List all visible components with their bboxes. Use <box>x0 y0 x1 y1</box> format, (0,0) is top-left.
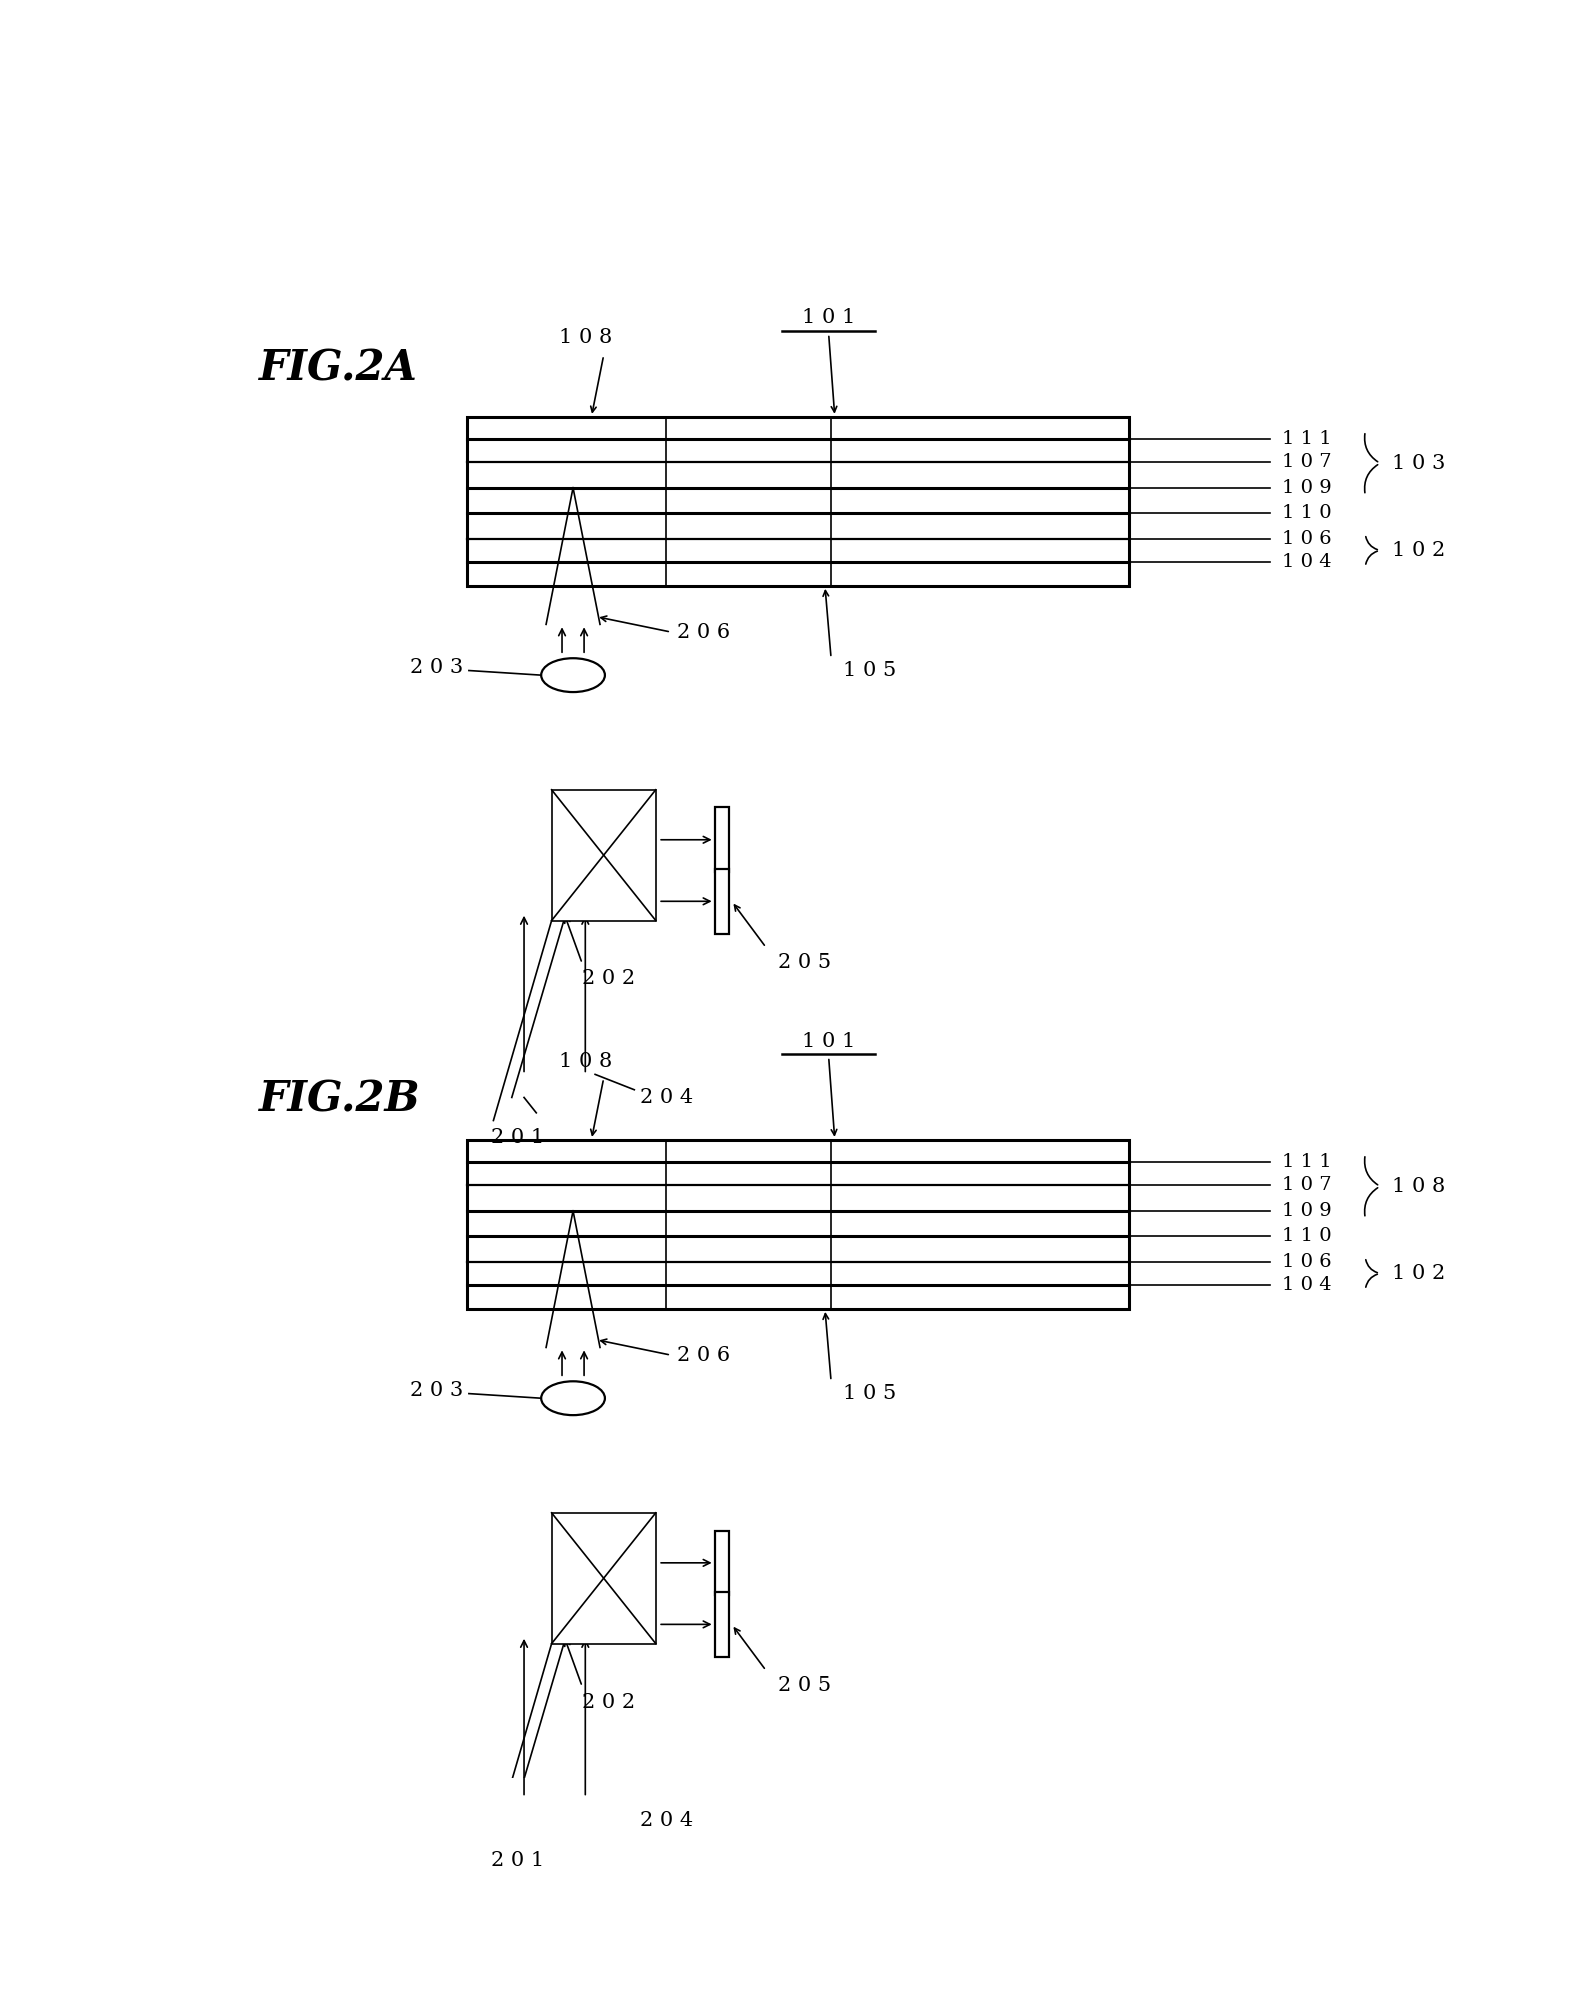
Bar <box>715 1530 729 1594</box>
Text: FIG.2A: FIG.2A <box>259 348 417 390</box>
Text: 1 1 0: 1 1 0 <box>1282 503 1331 521</box>
Text: 1 0 7: 1 0 7 <box>1282 1177 1331 1195</box>
Text: 1 0 8: 1 0 8 <box>1393 1177 1445 1195</box>
Bar <box>715 869 729 933</box>
Text: 1 1 0: 1 1 0 <box>1282 1227 1331 1245</box>
Text: 2 0 4: 2 0 4 <box>640 1089 694 1107</box>
Bar <box>468 418 1129 585</box>
Bar <box>552 1512 656 1644</box>
Text: 1 0 9: 1 0 9 <box>1282 480 1331 498</box>
Text: 2 0 2: 2 0 2 <box>582 1692 636 1712</box>
Text: 1 0 6: 1 0 6 <box>1282 1253 1331 1271</box>
Bar <box>715 1592 729 1656</box>
Text: 1 1 1: 1 1 1 <box>1282 430 1331 448</box>
Text: 2 0 3: 2 0 3 <box>409 657 463 677</box>
Text: 1 0 2: 1 0 2 <box>1393 1265 1445 1283</box>
Text: 1 0 8: 1 0 8 <box>558 1051 612 1071</box>
Text: 2 0 4: 2 0 4 <box>640 1810 694 1830</box>
Text: 1 0 1: 1 0 1 <box>802 1031 855 1051</box>
Ellipse shape <box>541 1381 606 1415</box>
Text: 2 0 5: 2 0 5 <box>778 953 832 973</box>
Text: 2 0 5: 2 0 5 <box>778 1676 832 1696</box>
Text: 1 0 4: 1 0 4 <box>1282 553 1331 571</box>
Bar <box>552 789 656 921</box>
Text: 2 0 1: 2 0 1 <box>492 1129 544 1147</box>
Ellipse shape <box>541 657 606 691</box>
Bar <box>468 1139 1129 1309</box>
Text: 2 0 6: 2 0 6 <box>677 1345 730 1365</box>
Text: 1 0 1: 1 0 1 <box>802 308 855 328</box>
Text: 1 0 4: 1 0 4 <box>1282 1277 1331 1295</box>
Text: 1 0 3: 1 0 3 <box>1393 454 1445 474</box>
Text: 2 0 6: 2 0 6 <box>677 623 730 641</box>
Text: 1 0 8: 1 0 8 <box>558 328 612 348</box>
Text: FIG.2B: FIG.2B <box>259 1079 421 1121</box>
Text: 1 1 1: 1 1 1 <box>1282 1153 1331 1171</box>
Text: 1 0 7: 1 0 7 <box>1282 454 1331 472</box>
Text: 2 0 1: 2 0 1 <box>492 1852 544 1870</box>
Text: 2 0 3: 2 0 3 <box>409 1381 463 1401</box>
Text: 1 0 2: 1 0 2 <box>1393 541 1445 559</box>
Text: 2 0 2: 2 0 2 <box>582 969 636 989</box>
Text: 1 0 9: 1 0 9 <box>1282 1203 1331 1221</box>
Text: 1 0 5: 1 0 5 <box>843 1385 896 1403</box>
Text: 1 0 5: 1 0 5 <box>843 661 896 679</box>
Text: 1 0 6: 1 0 6 <box>1282 529 1331 547</box>
Bar <box>715 807 729 871</box>
